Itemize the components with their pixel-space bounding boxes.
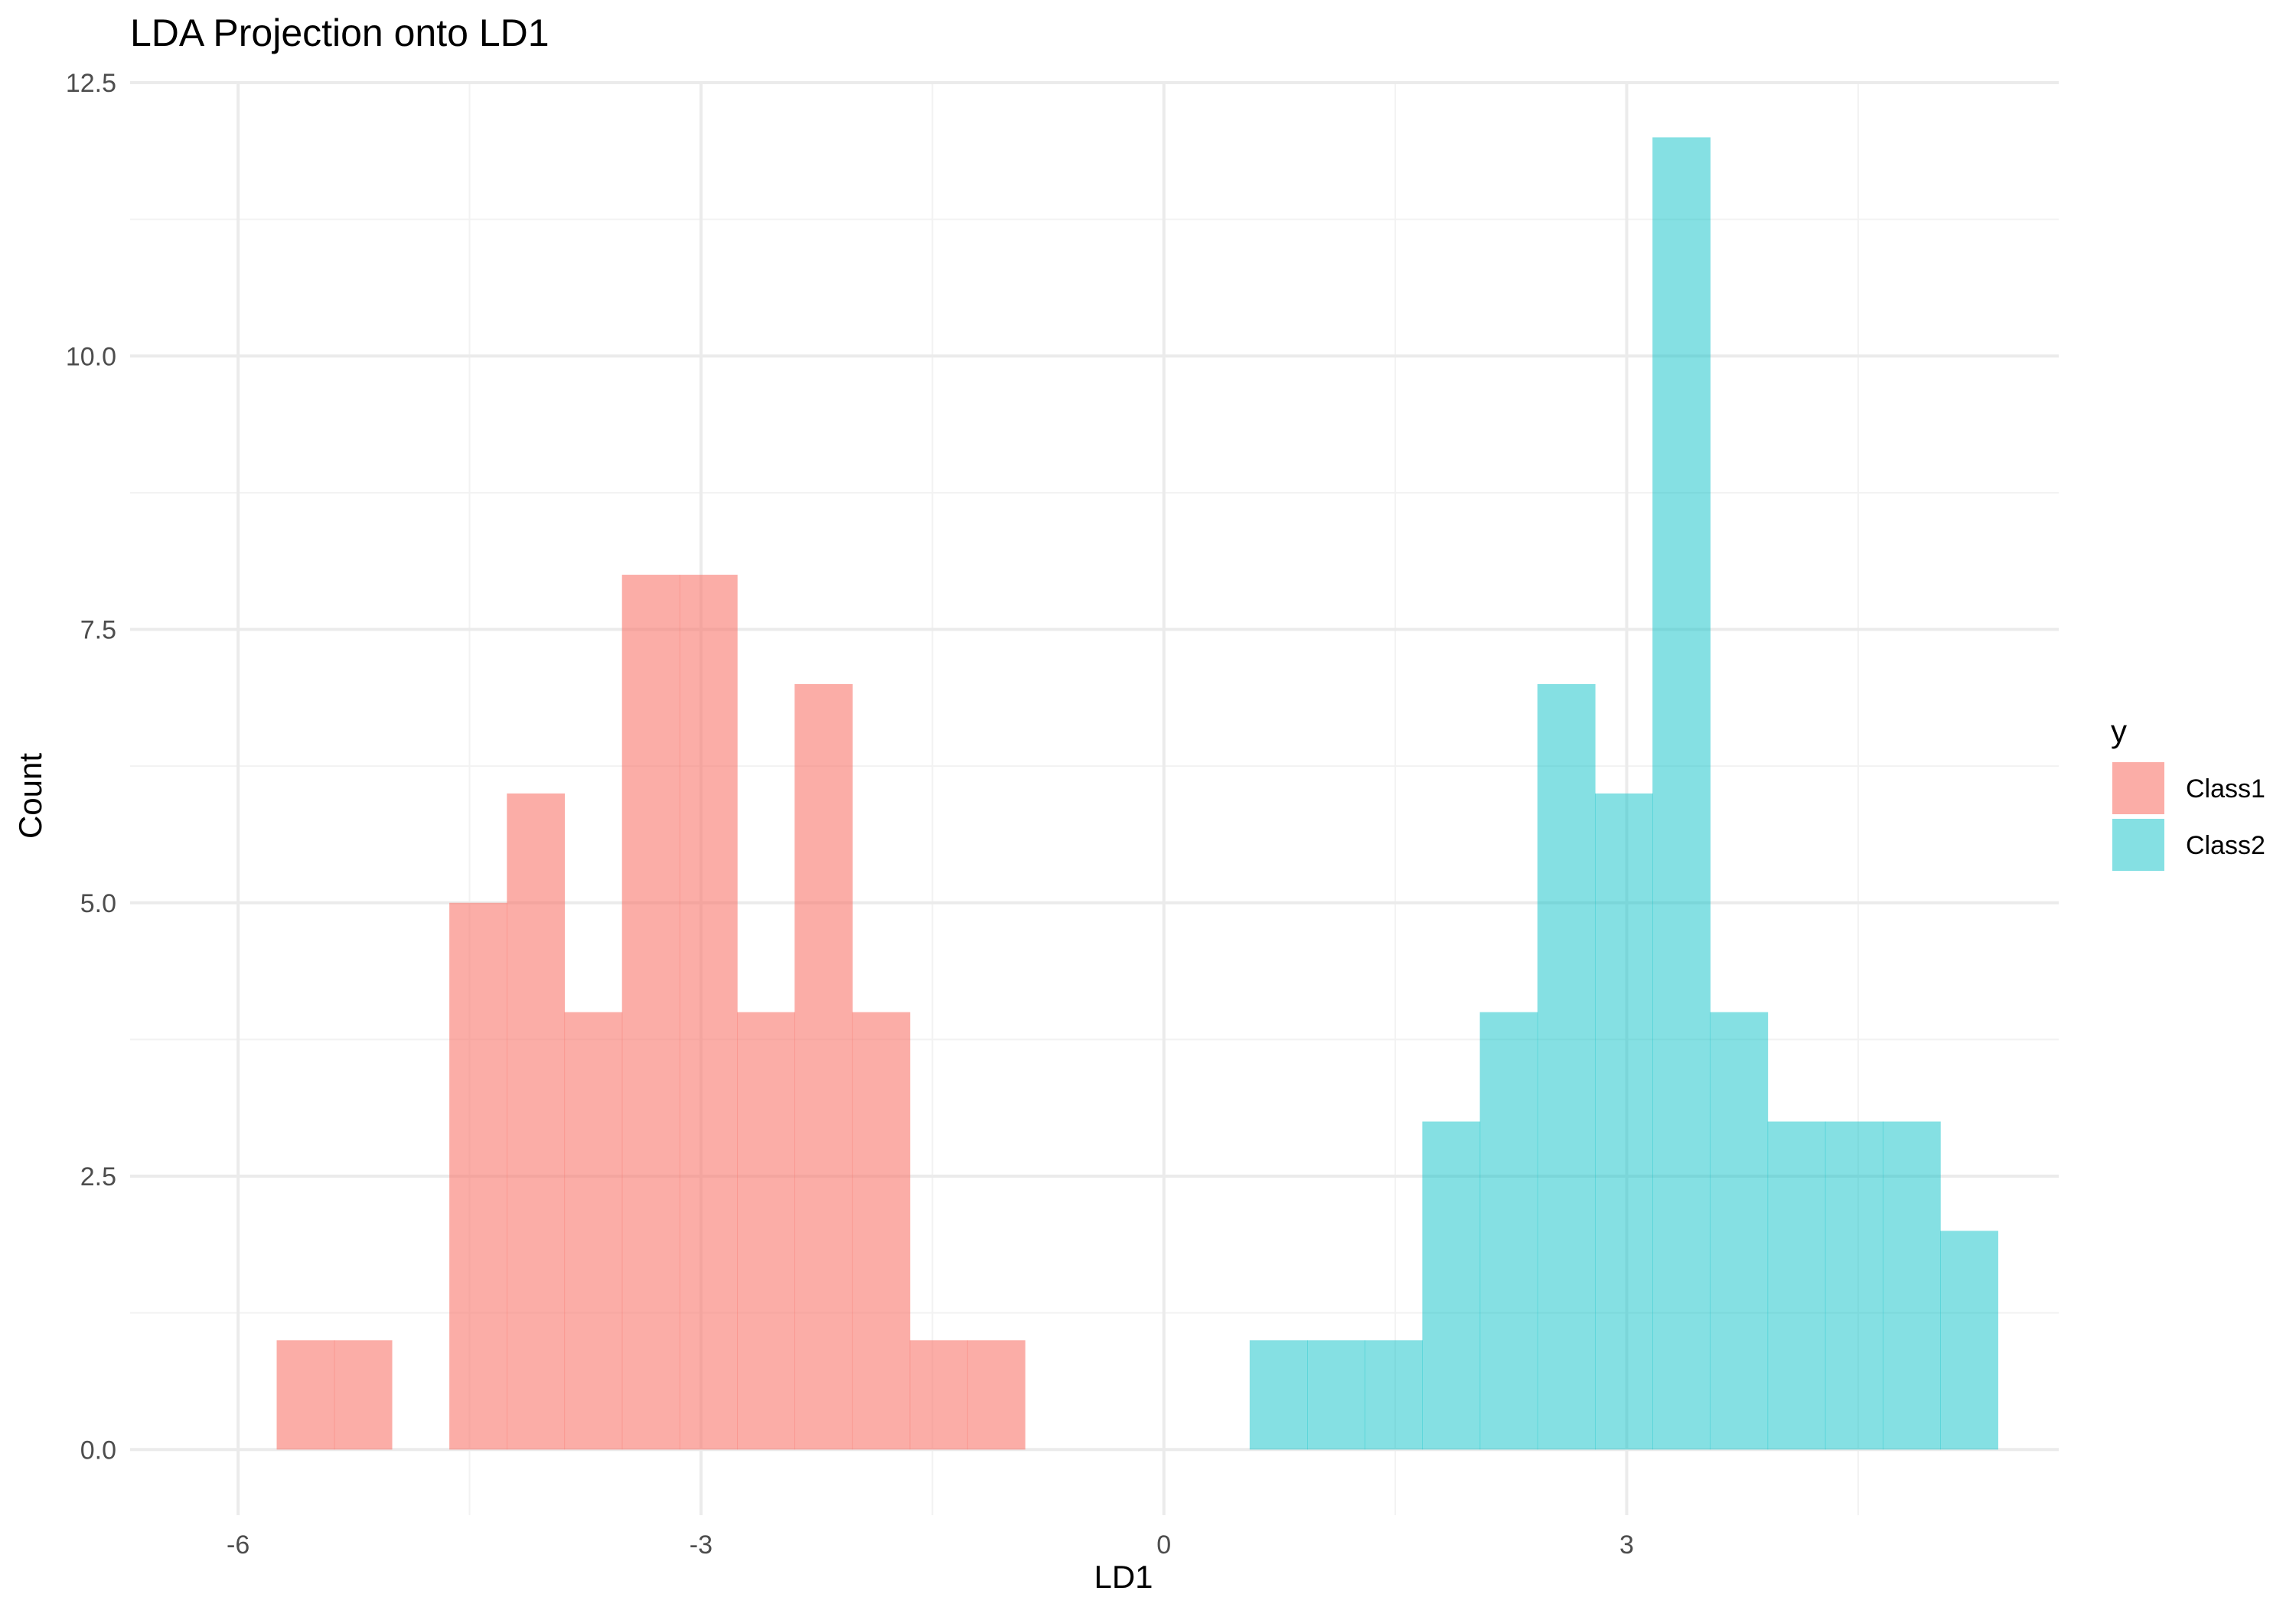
x-tick-label: -6 [227, 1530, 249, 1560]
bar-class2 [1594, 793, 1653, 1450]
bar-class1 [794, 683, 853, 1450]
bars [276, 137, 1998, 1450]
bar-class1 [334, 1340, 393, 1450]
bar-class1 [909, 1340, 968, 1450]
y-axis-label: Count [12, 753, 48, 839]
bar-class2 [1652, 137, 1711, 1450]
x-axis-ticks: -6 -3 0 3 [227, 1530, 1634, 1560]
bar-class1 [967, 1340, 1026, 1450]
bar-class1 [449, 902, 507, 1450]
y-tick-label: 12.5 [66, 69, 116, 98]
legend-item-class1: Class1 [2112, 762, 2265, 814]
legend-item-class2: Class2 [2112, 819, 2265, 871]
y-tick-label: 5.0 [80, 889, 116, 918]
bar-class1 [679, 575, 738, 1450]
bar-class1 [276, 1340, 335, 1450]
legend-label: Class2 [2186, 831, 2265, 860]
bar-class1 [852, 1012, 911, 1450]
y-tick-label: 10.0 [66, 342, 116, 371]
x-tick-label: -3 [690, 1530, 713, 1560]
y-tick-label: 7.5 [80, 616, 116, 645]
series-class1 [276, 575, 1026, 1450]
bar-class2 [1365, 1340, 1423, 1450]
x-axis-label: LD1 [1094, 1559, 1153, 1595]
y-tick-label: 0.0 [80, 1436, 116, 1465]
bar-class2 [1940, 1231, 1998, 1450]
bar-class2 [1882, 1121, 1941, 1450]
bar-class2 [1479, 1012, 1538, 1450]
legend-swatch [2112, 819, 2164, 871]
chart-title: LDA Projection onto LD1 [130, 11, 550, 54]
legend-label: Class1 [2186, 774, 2265, 804]
y-axis-ticks: 0.0 2.5 5.0 7.5 10.0 12.5 [66, 69, 116, 1465]
bar-class1 [507, 793, 566, 1450]
bar-class2 [1249, 1340, 1308, 1450]
bar-class2 [1710, 1012, 1769, 1450]
bar-class2 [1825, 1121, 1883, 1450]
bar-class2 [1767, 1121, 1826, 1450]
legend-title: y [2111, 713, 2127, 749]
bar-class2 [1537, 683, 1596, 1450]
bar-class2 [1422, 1121, 1481, 1450]
legend: y Class1 Class2 [2111, 713, 2265, 871]
bar-class2 [1307, 1340, 1365, 1450]
bar-class1 [737, 1012, 795, 1450]
x-tick-label: 0 [1156, 1530, 1171, 1560]
series-class2 [1249, 137, 1998, 1450]
y-tick-label: 2.5 [80, 1162, 116, 1191]
legend-swatch [2112, 762, 2164, 814]
bar-class1 [621, 575, 680, 1450]
x-tick-label: 3 [1619, 1530, 1634, 1560]
bar-class1 [564, 1012, 623, 1450]
